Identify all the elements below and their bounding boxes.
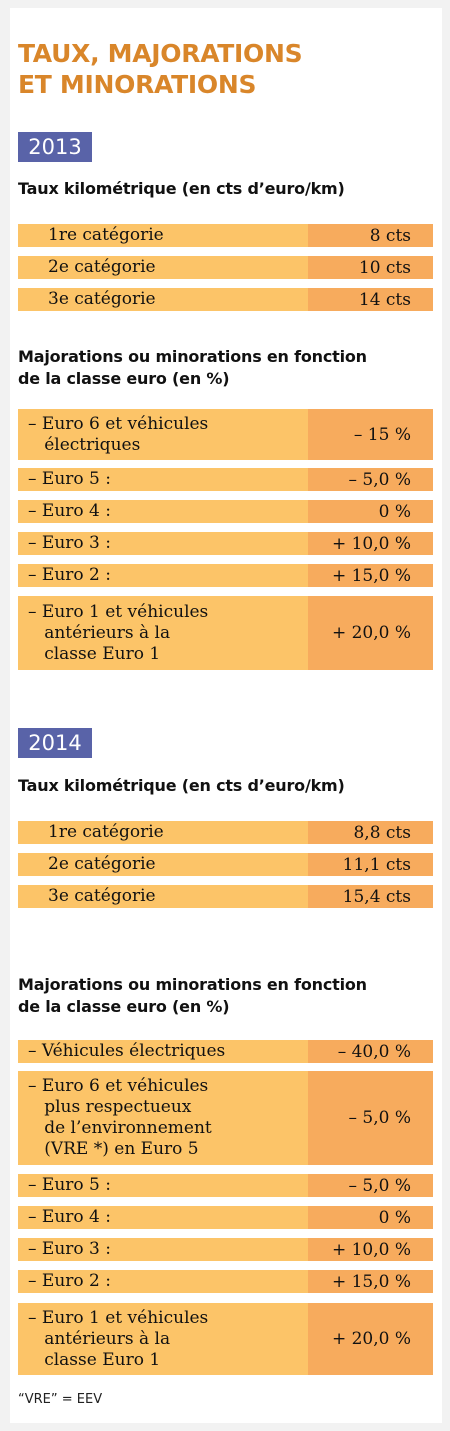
row-value: + 20,0 %	[308, 1303, 433, 1375]
row-label: – Véhicules électriques	[18, 1040, 308, 1063]
row-value: 14 cts	[308, 288, 433, 311]
table-row: – Euro 5 : – 5,0 %	[18, 1174, 433, 1197]
row-value: 8 cts	[308, 224, 433, 247]
table-row: – Euro 4 : 0 %	[18, 1206, 433, 1229]
table-row: – Euro 5 : – 5,0 %	[18, 468, 433, 491]
row-value: + 15,0 %	[308, 564, 433, 587]
row-value: – 5,0 %	[308, 1174, 433, 1197]
row-label: – Euro 6 et véhicules plus respectueux d…	[18, 1071, 308, 1165]
row-label: – Euro 3 :	[18, 532, 308, 555]
table-row: – Euro 3 : + 10,0 %	[18, 532, 433, 555]
row-value: 10 cts	[308, 256, 433, 279]
table-row: 2e catégorie 11,1 cts	[18, 853, 433, 876]
row-label: 3e catégorie	[18, 288, 308, 311]
row-label: – Euro 3 :	[18, 1238, 308, 1261]
year-badge-2013: 2013	[18, 132, 92, 162]
table-row: – Euro 2 : + 15,0 %	[18, 564, 433, 587]
row-value: – 40,0 %	[308, 1040, 433, 1063]
rate-heading-2013: Taux kilométrique (en cts d’euro/km)	[18, 179, 345, 198]
table-row: – Euro 3 : + 10,0 %	[18, 1238, 433, 1261]
rate-heading-2014: Taux kilométrique (en cts d’euro/km)	[18, 776, 345, 795]
row-value: 0 %	[308, 500, 433, 523]
row-value: 11,1 cts	[308, 853, 433, 876]
table-row: 2e catégorie 10 cts	[18, 256, 433, 279]
row-label: 2e catégorie	[18, 256, 308, 279]
footnote: “VRE” = EEV	[18, 1392, 103, 1407]
row-value: + 10,0 %	[308, 532, 433, 555]
row-label: – Euro 5 :	[18, 468, 308, 491]
table-row: – Euro 6 et véhicules plus respectueux d…	[18, 1071, 433, 1165]
row-label: – Euro 5 :	[18, 1174, 308, 1197]
table-row: 3e catégorie 15,4 cts	[18, 885, 433, 908]
row-label: 1re catégorie	[18, 224, 308, 247]
info-panel: TAUX, MAJORATIONS ET MINORATIONS 2013 Ta…	[10, 8, 442, 1423]
row-label: – Euro 6 et véhicules électriques	[18, 409, 308, 460]
year-badge-2014: 2014	[18, 728, 92, 758]
class-heading-2013: Majorations ou minorations en fonction d…	[18, 347, 367, 388]
row-label: – Euro 1 et véhicules antérieurs à la cl…	[18, 596, 308, 670]
row-value: – 5,0 %	[308, 1071, 433, 1165]
table-row: 1re catégorie 8 cts	[18, 224, 433, 247]
row-label: 2e catégorie	[18, 853, 308, 876]
table-row: 1re catégorie 8,8 cts	[18, 821, 433, 844]
row-value: – 5,0 %	[308, 468, 433, 491]
row-label: 1re catégorie	[18, 821, 308, 844]
row-label: – Euro 2 :	[18, 564, 308, 587]
row-value: + 10,0 %	[308, 1238, 433, 1261]
class-heading-2014: Majorations ou minorations en fonction d…	[18, 975, 367, 1016]
row-value: + 15,0 %	[308, 1270, 433, 1293]
row-label: 3e catégorie	[18, 885, 308, 908]
row-value: 15,4 cts	[308, 885, 433, 908]
table-row: – Véhicules électriques – 40,0 %	[18, 1040, 433, 1063]
row-label: – Euro 4 :	[18, 1206, 308, 1229]
row-value: 0 %	[308, 1206, 433, 1229]
row-value: + 20,0 %	[308, 596, 433, 670]
row-value: – 15 %	[308, 409, 433, 460]
table-row: – Euro 1 et véhicules antérieurs à la cl…	[18, 1303, 433, 1375]
row-label: – Euro 4 :	[18, 500, 308, 523]
table-row: – Euro 6 et véhicules électriques – 15 %	[18, 409, 433, 460]
row-label: – Euro 1 et véhicules antérieurs à la cl…	[18, 1303, 308, 1375]
table-row: – Euro 2 : + 15,0 %	[18, 1270, 433, 1293]
row-label: – Euro 2 :	[18, 1270, 308, 1293]
table-row: – Euro 4 : 0 %	[18, 500, 433, 523]
page-title: TAUX, MAJORATIONS ET MINORATIONS	[18, 39, 303, 99]
row-value: 8,8 cts	[308, 821, 433, 844]
table-row: – Euro 1 et véhicules antérieurs à la cl…	[18, 596, 433, 670]
table-row: 3e catégorie 14 cts	[18, 288, 433, 311]
